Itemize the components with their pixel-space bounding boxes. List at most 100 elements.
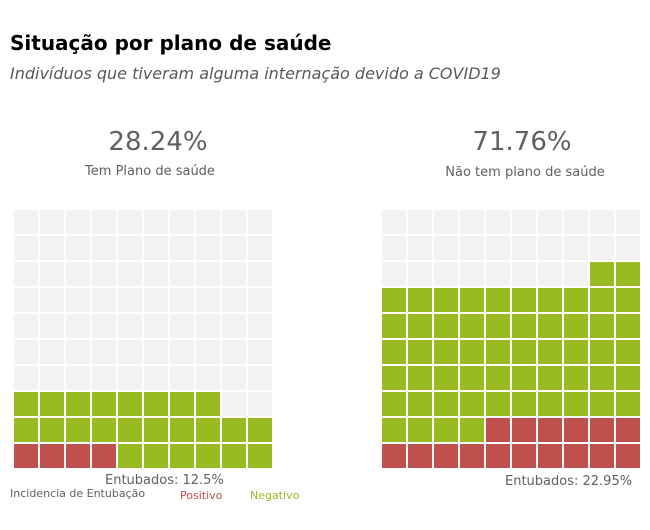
waffle-cell-negative <box>486 314 510 338</box>
waffle-cell-empty <box>170 262 194 286</box>
waffle-cell-negative <box>40 392 64 416</box>
waffle-cell-empty <box>382 262 406 286</box>
waffle-cell-empty <box>40 210 64 234</box>
waffle-cell-empty <box>564 262 588 286</box>
waffle-cell-empty <box>248 262 272 286</box>
waffle-cell-empty <box>92 288 116 312</box>
waffle-cell-empty <box>40 288 64 312</box>
waffle-cell-negative <box>460 340 484 364</box>
waffle-cell-empty <box>170 366 194 390</box>
waffle-cell-empty <box>196 288 220 312</box>
waffle-cell-empty <box>408 262 432 286</box>
waffle-cell-negative <box>564 314 588 338</box>
waffle-cell-negative <box>616 366 640 390</box>
waffle-cell-empty <box>196 314 220 338</box>
legend-negative: Negativo <box>250 489 300 502</box>
waffle-cell-empty <box>66 262 90 286</box>
waffle-cell-negative <box>616 262 640 286</box>
waffle-cell-empty <box>118 210 142 234</box>
waffle-cell-empty <box>222 392 246 416</box>
waffle-cell-positive <box>538 418 562 442</box>
waffle-cell-empty <box>222 366 246 390</box>
waffle-cell-positive <box>408 444 432 468</box>
waffle-cell-negative <box>564 288 588 312</box>
waffle-cell-negative <box>408 366 432 390</box>
waffle-cell-empty <box>118 288 142 312</box>
waffle-cell-negative <box>408 340 432 364</box>
waffle-cell-empty <box>434 236 458 260</box>
waffle-cell-negative <box>512 392 536 416</box>
waffle-cell-negative <box>222 418 246 442</box>
waffle-cell-empty <box>538 262 562 286</box>
waffle-cell-empty <box>92 340 116 364</box>
waffle-cell-negative <box>14 418 38 442</box>
waffle-cell-empty <box>170 288 194 312</box>
waffle-cell-negative <box>564 340 588 364</box>
waffle-cell-empty <box>40 340 64 364</box>
waffle-cell-negative <box>590 314 614 338</box>
waffle-cell-negative <box>382 392 406 416</box>
waffle-cell-negative <box>590 340 614 364</box>
panel-left-entubados: Entubados: 12.5% <box>105 473 224 488</box>
waffle-cell-negative <box>590 262 614 286</box>
waffle-cell-negative <box>616 392 640 416</box>
waffle-cell-positive <box>460 444 484 468</box>
waffle-cell-negative <box>434 418 458 442</box>
waffle-cell-negative <box>144 444 168 468</box>
waffle-cell-empty <box>486 262 510 286</box>
waffle-cell-negative <box>486 392 510 416</box>
waffle-cell-empty <box>434 210 458 234</box>
waffle-cell-negative <box>248 444 272 468</box>
waffle-cell-empty <box>248 366 272 390</box>
waffle-cell-positive <box>512 444 536 468</box>
waffle-cell-negative <box>590 366 614 390</box>
waffle-cell-empty <box>66 340 90 364</box>
legend-positive: Positivo <box>180 489 223 502</box>
waffle-cell-empty <box>222 262 246 286</box>
waffle-cell-negative <box>408 314 432 338</box>
waffle-cell-empty <box>222 236 246 260</box>
waffle-cell-empty <box>512 236 536 260</box>
waffle-cell-empty <box>118 340 142 364</box>
waffle-cell-empty <box>486 210 510 234</box>
waffle-cell-empty <box>66 314 90 338</box>
waffle-cell-empty <box>14 340 38 364</box>
waffle-cell-negative <box>460 366 484 390</box>
waffle-cell-empty <box>14 314 38 338</box>
waffle-cell-empty <box>460 262 484 286</box>
waffle-cell-negative <box>486 366 510 390</box>
waffle-cell-negative <box>248 418 272 442</box>
waffle-cell-empty <box>92 236 116 260</box>
waffle-cell-empty <box>248 314 272 338</box>
waffle-cell-negative <box>434 392 458 416</box>
waffle-cell-negative <box>512 366 536 390</box>
waffle-cell-negative <box>590 392 614 416</box>
waffle-cell-negative <box>196 444 220 468</box>
waffle-cell-negative <box>40 418 64 442</box>
waffle-cell-positive <box>590 418 614 442</box>
waffle-cell-empty <box>408 210 432 234</box>
waffle-cell-negative <box>538 288 562 312</box>
waffle-cell-positive <box>590 444 614 468</box>
waffle-cell-negative <box>486 288 510 312</box>
waffle-cell-negative <box>538 314 562 338</box>
waffle-cell-empty <box>118 262 142 286</box>
waffle-cell-negative <box>538 366 562 390</box>
waffle-cell-empty <box>222 340 246 364</box>
waffle-cell-empty <box>434 262 458 286</box>
waffle-cell-negative <box>144 392 168 416</box>
waffle-cell-negative <box>118 392 142 416</box>
waffle-cell-negative <box>616 288 640 312</box>
waffle-cell-negative <box>538 340 562 364</box>
waffle-cell-negative <box>118 444 142 468</box>
waffle-cell-negative <box>434 366 458 390</box>
waffle-cell-empty <box>616 210 640 234</box>
waffle-cell-empty <box>170 236 194 260</box>
waffle-cell-negative <box>382 340 406 364</box>
waffle-cell-negative <box>170 444 194 468</box>
waffle-cell-empty <box>248 210 272 234</box>
waffle-cell-negative <box>144 418 168 442</box>
waffle-cell-empty <box>196 340 220 364</box>
waffle-cell-positive <box>66 444 90 468</box>
